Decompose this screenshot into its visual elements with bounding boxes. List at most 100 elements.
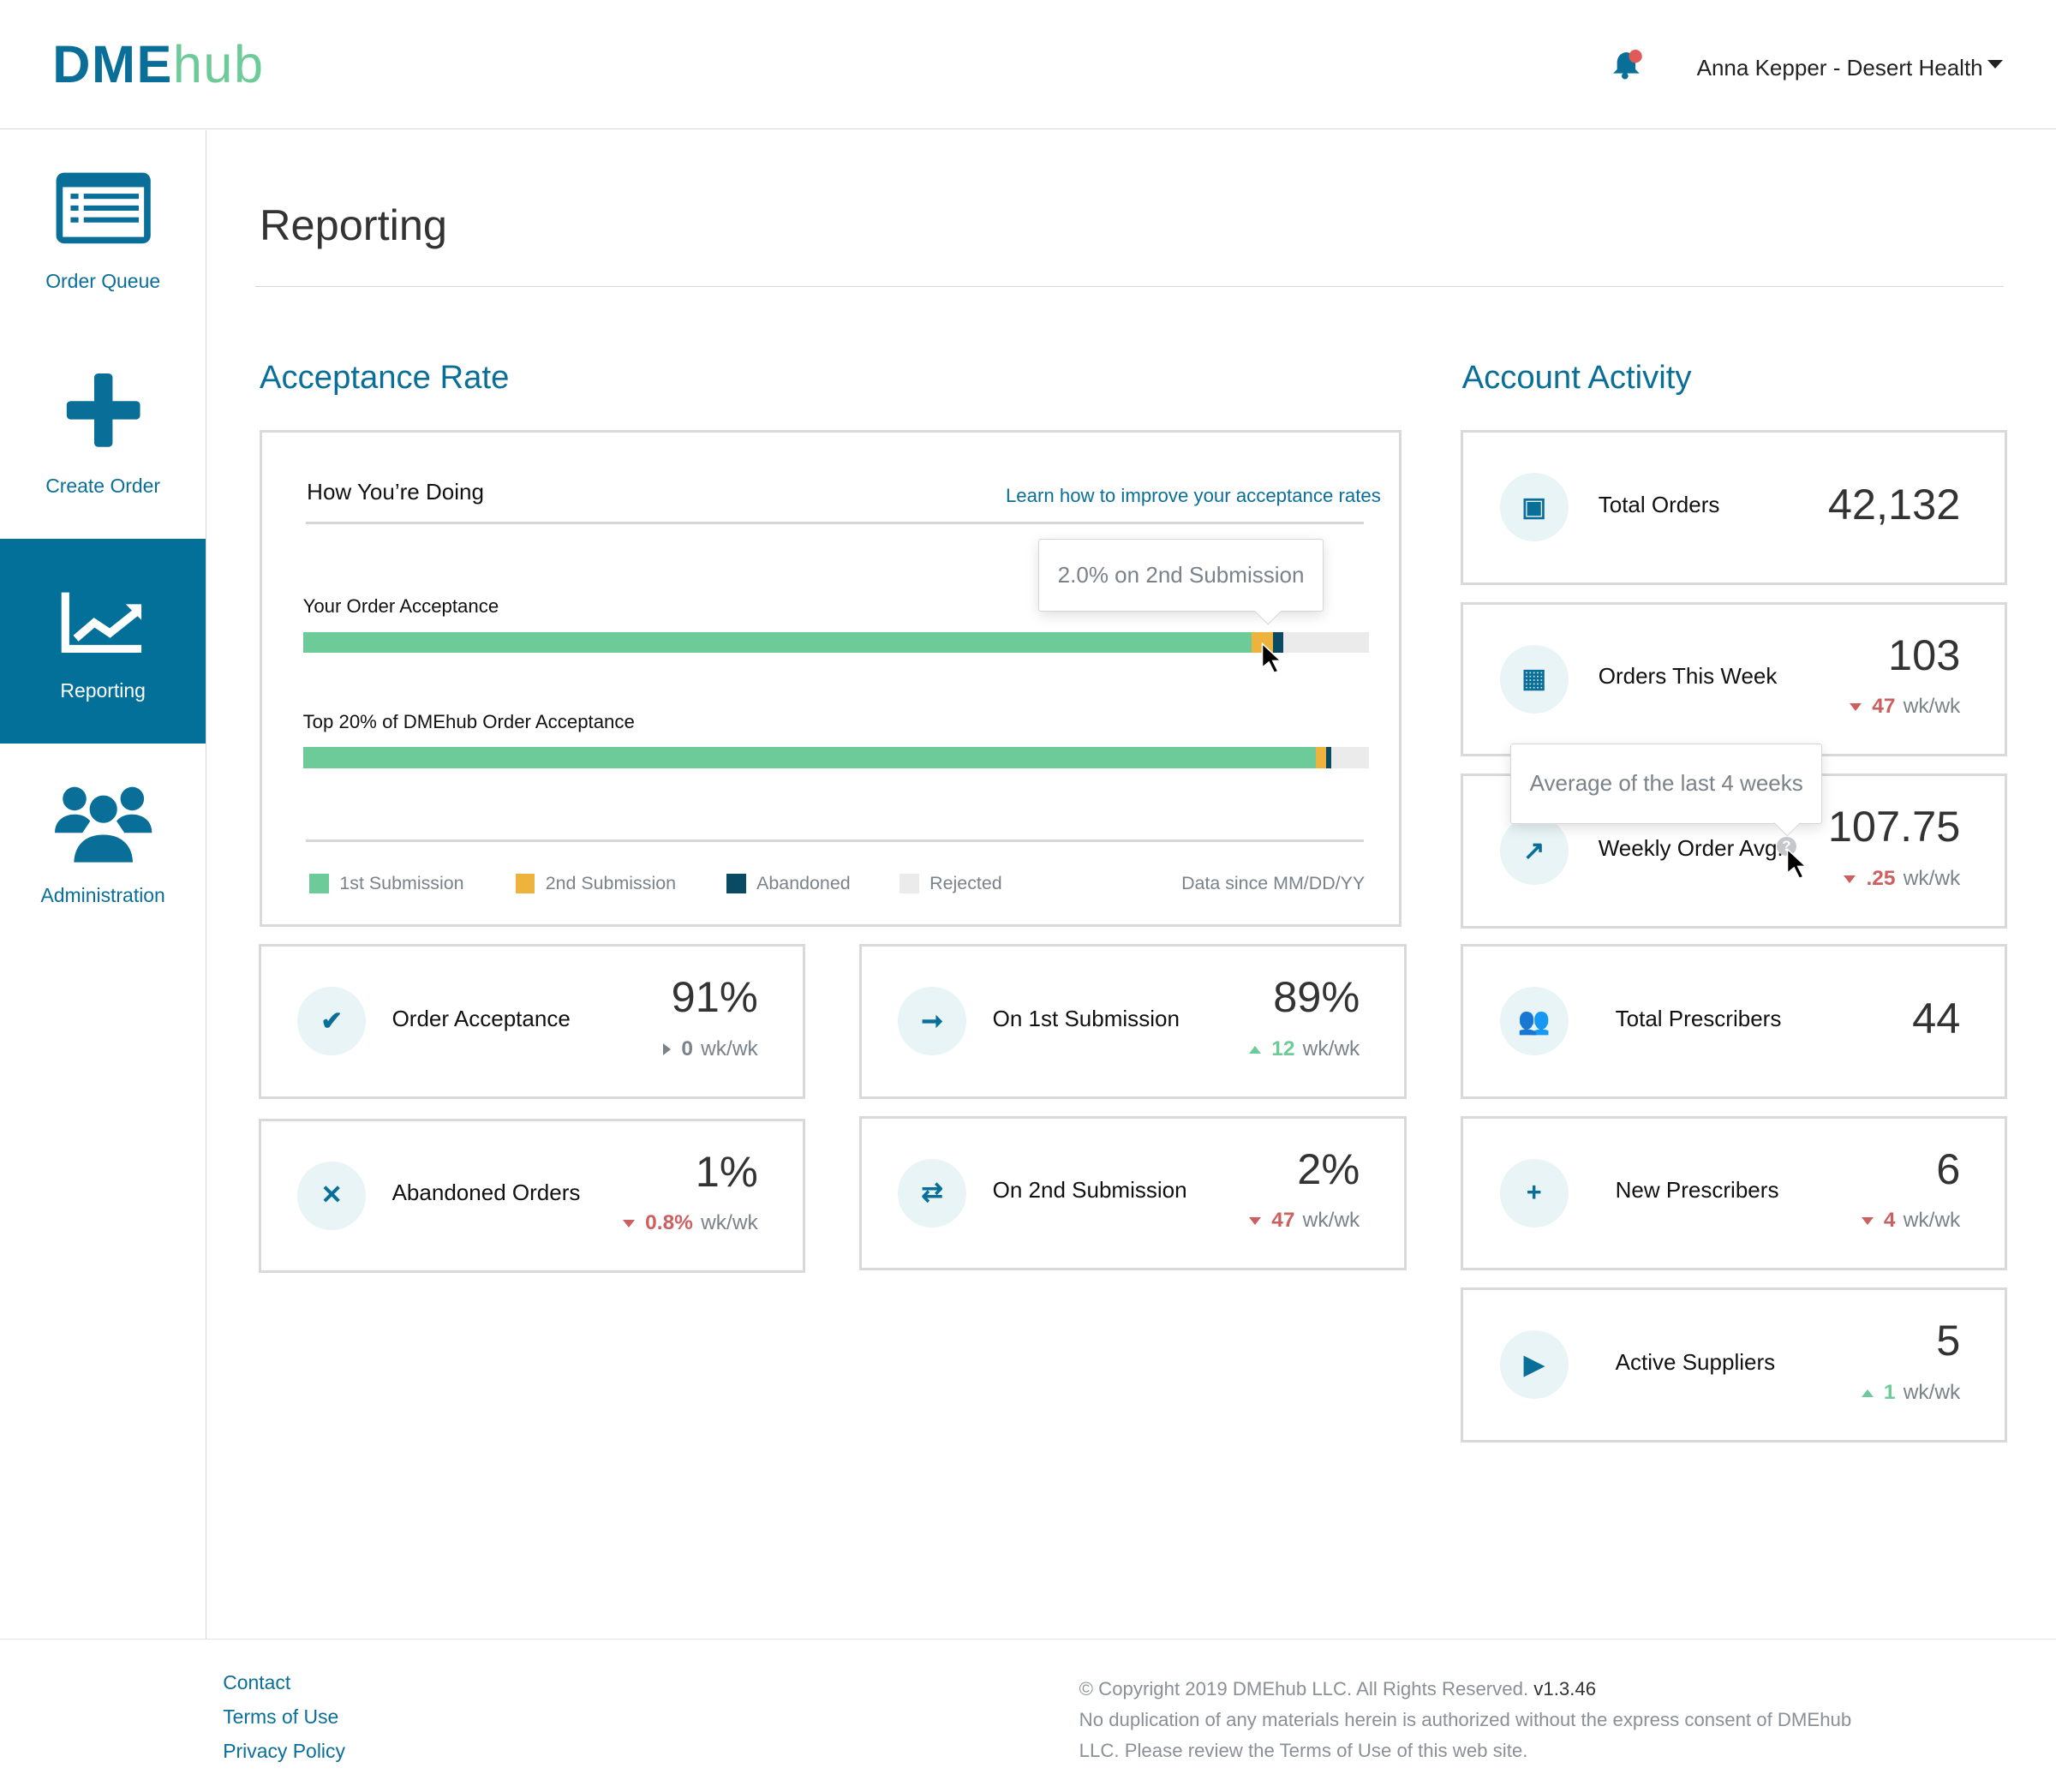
segment-2nd-submission[interactable] [1315, 747, 1327, 768]
sidebar-item-order-queue[interactable]: Order Queue [0, 130, 206, 335]
section-title-acceptance: Acceptance Rate [260, 359, 510, 397]
bell-icon[interactable] [1611, 47, 1645, 81]
footer: Contact Terms of Use Privacy Policy © Co… [0, 1639, 2056, 1792]
stat-value: 91% [671, 972, 758, 1022]
sidebar-item-label: Order Queue [45, 270, 161, 293]
bar-tooltip: 2.0% on 2nd Submission [1038, 539, 1324, 612]
copyright-text: © Copyright 2019 DMEhub LLC. All Rights … [1079, 1678, 1529, 1700]
trend-down-icon [1850, 703, 1862, 711]
segment-1st-submission[interactable] [302, 631, 1252, 654]
delta-unit: wk/wk [701, 1211, 758, 1235]
header: DMEhub Anna Kepper - Desert Health [0, 0, 2056, 129]
stat-card: ✔ Order Acceptance 91% 0 wk/wk [258, 944, 805, 1099]
cursor-icon [1786, 848, 1808, 880]
your-acceptance-bar[interactable] [302, 631, 1369, 654]
stat-value: 89% [1273, 972, 1360, 1022]
stat-card: ➞ On 1st Submission 89% 12 wk/wk [858, 944, 1408, 1099]
user-menu[interactable]: Anna Kepper - Desert Health [1696, 55, 1983, 81]
stat-label: Total Prescribers [1615, 1005, 1782, 1031]
cursor-icon [1262, 642, 1282, 674]
delta-unit: wk/wk [1903, 866, 1961, 890]
truck-icon: ▶ [1499, 1330, 1569, 1400]
learn-link[interactable]: Learn how to improve your acceptance rat… [1005, 485, 1381, 507]
version: v1.3.46 [1533, 1678, 1597, 1700]
chevron-down-icon[interactable] [1987, 60, 2004, 69]
x-icon: ✕ [297, 1162, 366, 1230]
delta-value: 4 [1883, 1209, 1896, 1233]
stat-delta: 47 wk/wk [1249, 1209, 1360, 1233]
legend-label: 2nd Submission [545, 873, 677, 894]
divider [305, 839, 1364, 842]
trend-down-icon [1249, 1217, 1262, 1225]
data-since: Data since MM/DD/YY [1181, 873, 1366, 894]
legend-swatch [899, 874, 919, 894]
stat-value: 2% [1297, 1144, 1360, 1193]
stat-card: 👥 Total Prescribers 44 [1461, 944, 2008, 1099]
stat-label: Total Orders [1598, 491, 1720, 517]
legal-notice: No duplication of any materials herein i… [1079, 1709, 1852, 1761]
delta-value: .25 [1866, 866, 1896, 890]
plus-icon [67, 373, 140, 447]
segment-abandoned[interactable] [1326, 747, 1332, 768]
stat-label: Weekly Order Avg. [1598, 834, 1784, 861]
sidebar-item-administration[interactable]: Administration [0, 744, 206, 948]
logo[interactable]: DMEhub [52, 34, 264, 94]
box-icon: ▣ [1499, 473, 1569, 542]
stat-label: Active Suppliers [1615, 1348, 1776, 1375]
swap-icon: ⇄ [898, 1158, 966, 1228]
page-title: Reporting [260, 200, 448, 249]
delta-unit: wk/wk [1903, 1209, 1961, 1233]
chart-icon: ↗ [1499, 816, 1569, 886]
tooltip-text: Average of the last 4 weeks [1529, 770, 1803, 797]
stat-label: Orders This Week [1598, 663, 1778, 690]
delta-unit: wk/wk [1903, 695, 1961, 719]
check-icon: ✔ [297, 987, 366, 1056]
logo-light: hub [172, 34, 265, 93]
segment-abandoned[interactable] [1272, 631, 1284, 654]
top-acceptance-bar[interactable] [302, 747, 1369, 768]
stat-delta: 47 wk/wk [1850, 695, 1960, 719]
legend-swatch [309, 874, 330, 894]
stat-value: 44 [1912, 993, 1961, 1042]
user-plus-icon: + [1499, 1158, 1569, 1228]
sidebar-item-label: Create Order [45, 475, 161, 498]
legend-label: Rejected [929, 873, 1002, 894]
delta-value: 1 [1883, 1380, 1896, 1404]
legend-label: 1st Submission [339, 873, 464, 894]
help-icon[interactable]: ? [1776, 836, 1796, 857]
delta-unit: wk/wk [1302, 1036, 1360, 1060]
delta-value: 12 [1271, 1036, 1295, 1060]
stat-value: 107.75 [1827, 802, 1961, 851]
segment-1st-submission[interactable] [302, 747, 1316, 768]
footer-link-privacy[interactable]: Privacy Policy [223, 1739, 345, 1762]
legend-label: Abandoned [756, 873, 851, 894]
acceptance-chart-card [260, 430, 1402, 928]
stat-label: New Prescribers [1615, 1177, 1779, 1204]
trend-up-icon [1249, 1045, 1262, 1054]
stat-value: 6 [1936, 1144, 1961, 1193]
divider [255, 285, 2004, 288]
stat-card: + New Prescribers 6 4 wk/wk [1461, 1115, 2008, 1271]
delta-unit: wk/wk [1903, 1380, 1961, 1404]
footer-link-contact[interactable]: Contact [223, 1670, 291, 1693]
legend-1st-submission: 1st Submission [309, 873, 464, 894]
divider [305, 522, 1364, 525]
copyright: © Copyright 2019 DMEhub LLC. All Rights … [1079, 1674, 1892, 1766]
legend-2nd-submission: 2nd Submission [515, 873, 677, 894]
stat-card: ▦ Orders This Week 103 47 wk/wk [1461, 601, 2008, 757]
stat-delta: 12 wk/wk [1249, 1037, 1360, 1061]
sidebar-item-reporting[interactable]: Reporting [0, 539, 206, 744]
stat-label: Order Acceptance [391, 1005, 571, 1031]
trend-down-icon [622, 1220, 635, 1228]
sidebar-item-label: Administration [40, 883, 165, 906]
stat-delta: 0.8% wk/wk [622, 1211, 758, 1235]
sidebar-item-create-order[interactable]: Create Order [0, 334, 206, 539]
footer-link-terms[interactable]: Terms of Use [223, 1705, 339, 1728]
arrow-right-icon: ➞ [898, 987, 966, 1056]
users-icon [55, 786, 152, 866]
info-tooltip: Average of the last 4 weeks [1510, 743, 1823, 824]
delta-value: 47 [1872, 695, 1896, 719]
card-title: How You’re Doing [307, 478, 484, 505]
sidebar: Order Queue Create Order Reporting Admin… [0, 129, 207, 1640]
